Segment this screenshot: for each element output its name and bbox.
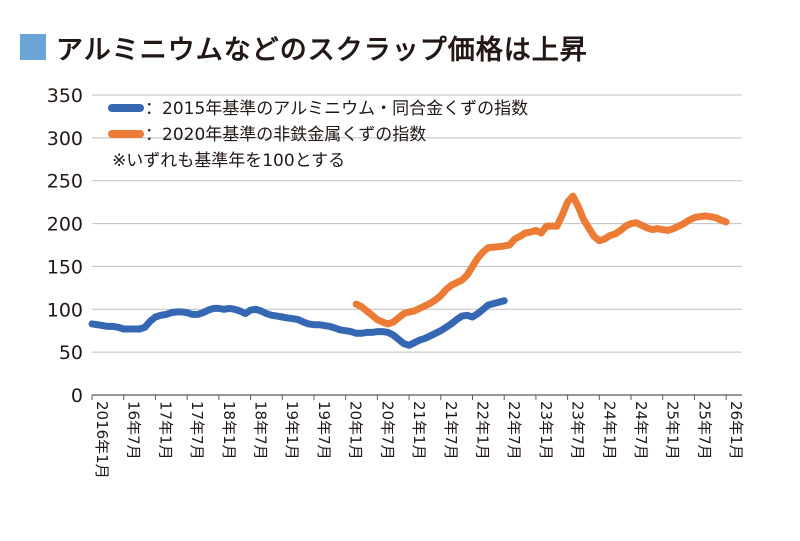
x-tick-label: 20年7月 <box>378 401 396 460</box>
x-tick-label: 25年7月 <box>695 401 713 460</box>
title-marker-square <box>20 34 46 60</box>
legend-label-2: ：2020年基準の非鉄金属くずの指数 <box>145 125 426 145</box>
series-line-2 <box>352 192 730 328</box>
y-tick-label: 350 <box>47 85 83 107</box>
y-tick-label: 250 <box>47 171 83 193</box>
x-tick-label: 24年1月 <box>600 401 618 460</box>
x-tick-label: 18年7月 <box>252 401 270 460</box>
y-tick-label: 150 <box>47 256 83 278</box>
series-line-1 <box>88 297 508 349</box>
y-tick-label: 200 <box>47 214 83 236</box>
x-tick-label: 17年1月 <box>156 401 174 460</box>
y-tick-label: 0 <box>71 385 83 407</box>
x-tick-label: 18年1月 <box>220 401 238 460</box>
x-tick-label: 19年1月 <box>283 401 301 460</box>
x-tick-label: 22年1月 <box>473 401 491 460</box>
x-tick-label: 20年1月 <box>347 401 365 460</box>
y-tick-label: 50 <box>59 342 83 364</box>
x-tick-label: 2016年1月 <box>93 401 111 479</box>
x-tick-label: 21年7月 <box>442 401 460 460</box>
y-tick-label: 100 <box>47 299 83 321</box>
y-tick-label: 300 <box>47 128 83 150</box>
x-tick-label: 19年7月 <box>315 401 333 460</box>
x-tick-label: 17年7月 <box>188 401 206 460</box>
title-row: アルミニウムなどのスクラップ価格は上昇 <box>20 30 588 66</box>
x-tick-label: 23年7月 <box>569 401 587 460</box>
legend-label-1: ：2015年基準のアルミニウム・同合金くずの指数 <box>145 99 528 119</box>
chart-title: アルミニウムなどのスクラップ価格は上昇 <box>56 34 588 66</box>
x-tick-label: 25年1月 <box>664 401 682 460</box>
x-tick-label: 24年7月 <box>632 401 650 460</box>
x-tick-label: 16年7月 <box>125 401 143 460</box>
x-tick-label: 23年1月 <box>537 401 555 460</box>
x-tick-label: 21年1月 <box>410 401 428 460</box>
x-tick-label: 26年1月 <box>727 401 745 460</box>
x-tick-label: 22年7月 <box>505 401 523 460</box>
legend-note: ※いずれも基準年を100とする <box>112 151 345 171</box>
